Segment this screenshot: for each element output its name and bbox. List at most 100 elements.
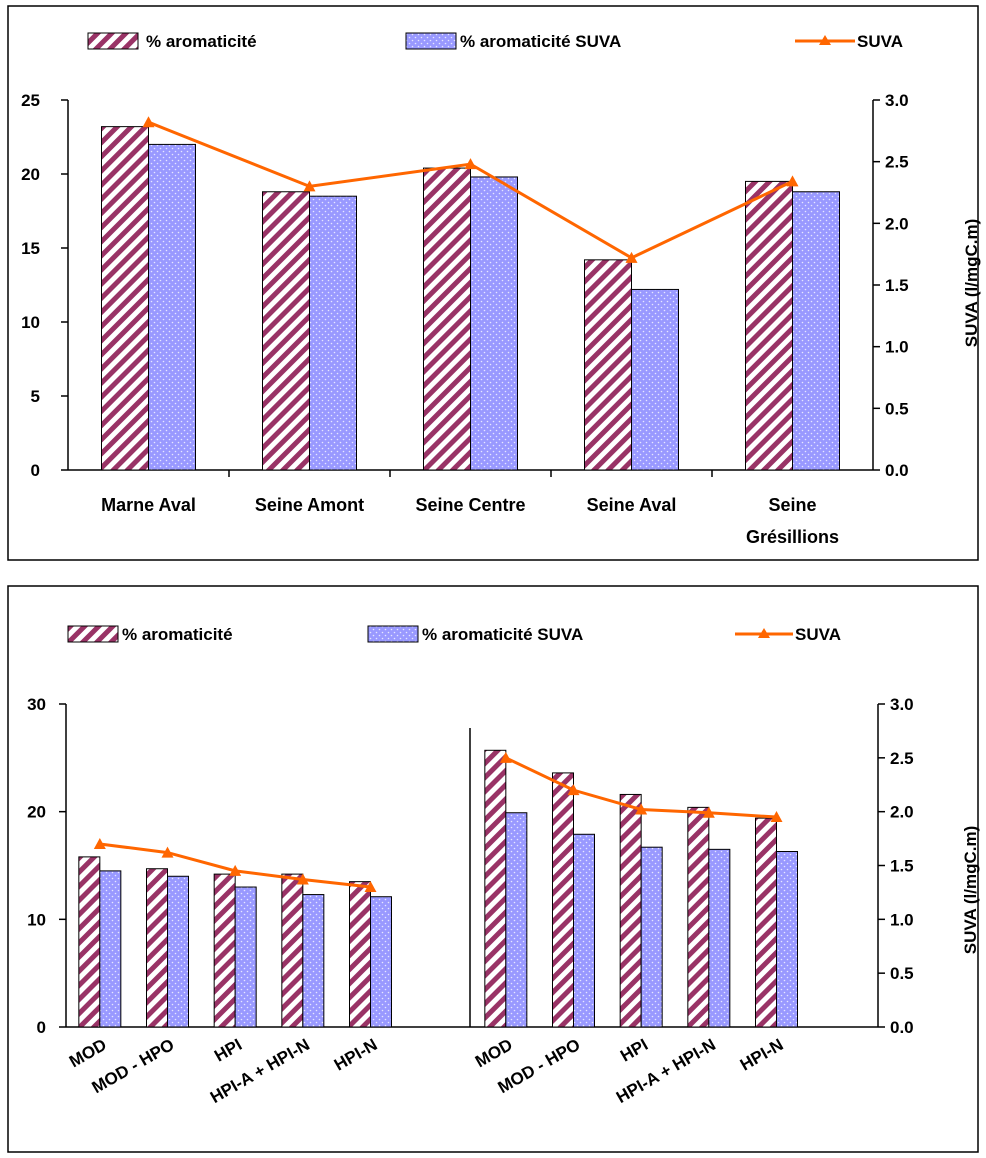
x-category-label: HPI (211, 1035, 245, 1066)
legend-label-aromaticite: % aromaticité (122, 625, 233, 644)
legend-swatch-aromaticite-suva (405, 32, 457, 50)
left-tick-label: 15 (21, 239, 40, 258)
suva-marker (786, 175, 799, 187)
right-tick-label: 1.0 (890, 910, 914, 929)
right-tick-label: 2.5 (890, 749, 914, 768)
legend-swatch-aromaticite-suva (367, 625, 419, 643)
bar-aromaticite-suva (776, 851, 798, 1028)
bar-aromaticite-suva (302, 894, 325, 1028)
chart-frame (7, 585, 979, 1153)
legend-marker-suva (758, 628, 770, 638)
right-tick-label: 3.0 (890, 695, 914, 714)
plot-area: 0 5 10 15 20 25 0.0 0.5 1.0 1.5 2.0 2.5 3.0 Marne Ava… (21, 91, 909, 547)
right-tick-label: 2.0 (890, 803, 914, 822)
bar-aromaticite (619, 793, 642, 1028)
x-category-label: HPI-N (331, 1035, 381, 1075)
left-tick-label: 10 (27, 910, 46, 929)
right-axis-label: SUVA (l/mgC.m) (961, 826, 980, 954)
chart-1: % aromaticité % aromaticité SUVA SUVA SU… (7, 5, 981, 561)
bar-aromaticite (552, 772, 574, 1028)
suva-marker (303, 180, 316, 192)
left-tick-label: 20 (21, 165, 40, 184)
x-category-label: MOD (472, 1035, 516, 1071)
bar-aromaticite-suva (573, 833, 595, 1028)
suva-marker (142, 116, 155, 128)
x-category-label: Grésillions (746, 527, 839, 547)
bar-aromaticite-suva (640, 846, 663, 1028)
right-tick-label: 1.5 (885, 276, 909, 295)
x-category-label: Seine Centre (415, 495, 525, 515)
right-tick-label: 0.0 (885, 461, 909, 480)
left-tick-label: 10 (21, 313, 40, 332)
bar-aromaticite-suva (167, 875, 189, 1028)
chart-2: % aromaticité % aromaticité SUVA SUVA SU… (7, 585, 980, 1153)
x-category-label: HPI (617, 1035, 651, 1066)
legend-label-aromaticite: % aromaticité (146, 32, 257, 51)
x-category-label: Seine Amont (255, 495, 364, 515)
bar-aromaticite-suva (234, 886, 257, 1028)
bar-aromaticite (755, 817, 777, 1028)
right-tick-label: 0.0 (890, 1018, 914, 1037)
bar-aromaticite (423, 167, 471, 471)
bar-aromaticite-suva (370, 896, 392, 1028)
suva-marker (296, 873, 309, 885)
right-axis-label: SUVA (l/mgC.m) (962, 219, 981, 347)
suva-marker (625, 251, 638, 263)
bar-aromaticite (584, 259, 632, 471)
x-category-label: HPI-N (737, 1035, 787, 1075)
bar-aromaticite (281, 873, 304, 1028)
right-tick-label: 1.0 (885, 338, 909, 357)
legend-label-aromaticite-suva: % aromaticité SUVA (422, 625, 583, 644)
left-tick-label: 0 (31, 461, 40, 480)
bar-aromaticite-suva (505, 812, 528, 1028)
suva-marker (499, 751, 512, 763)
bar-aromaticite-suva (631, 288, 679, 471)
legend-label-aromaticite-suva: % aromaticité SUVA (460, 32, 621, 51)
bar-aromaticite (262, 191, 310, 471)
left-tick-label: 20 (27, 803, 46, 822)
right-tick-label: 2.5 (885, 153, 909, 172)
right-tick-label: 0.5 (885, 399, 909, 418)
legend: % aromaticité % aromaticité SUVA SUVA (67, 625, 841, 644)
bar-aromaticite (349, 881, 371, 1028)
x-category-label: Seine (768, 495, 816, 515)
suva-marker (364, 881, 377, 893)
legend-marker-suva (819, 35, 831, 45)
bar-aromaticite (745, 180, 793, 471)
legend-label-suva: SUVA (795, 625, 841, 644)
suva-marker (93, 837, 106, 849)
suva-marker (635, 803, 648, 815)
bar-aromaticite (146, 868, 168, 1028)
right-tick-label: 2.0 (885, 214, 909, 233)
chart-frame (7, 5, 979, 561)
suva-marker (770, 811, 783, 823)
left-tick-label: 30 (27, 695, 46, 714)
x-category-label: MOD (66, 1035, 110, 1071)
left-tick-label: 5 (31, 387, 40, 406)
x-category-label: Seine Aval (587, 495, 677, 515)
legend-swatch-aromaticite (67, 625, 119, 643)
suva-marker (161, 846, 174, 858)
suva-marker (464, 158, 477, 170)
bar-aromaticite (213, 873, 236, 1028)
legend: % aromaticité % aromaticité SUVA SUVA (87, 32, 903, 51)
bar-aromaticite (78, 856, 101, 1028)
bar-aromaticite-suva (99, 870, 122, 1028)
bar-aromaticite-suva (708, 848, 731, 1028)
right-tick-label: 0.5 (890, 964, 914, 983)
suva-marker (567, 784, 580, 796)
legend-swatch-aromaticite (87, 32, 139, 50)
legend-label-suva: SUVA (857, 32, 903, 51)
bar-aromaticite-suva (148, 143, 196, 471)
bar-aromaticite (101, 126, 149, 471)
left-tick-label: 0 (37, 1018, 46, 1037)
suva-marker (702, 806, 715, 818)
bar-aromaticite-suva (470, 176, 518, 471)
left-tick-label: 25 (21, 91, 40, 110)
bar-aromaticite (687, 806, 710, 1028)
bar-aromaticite-suva (309, 195, 357, 471)
suva-marker (229, 864, 242, 876)
bar-aromaticite-suva (792, 191, 840, 471)
right-tick-label: 1.5 (890, 857, 914, 876)
